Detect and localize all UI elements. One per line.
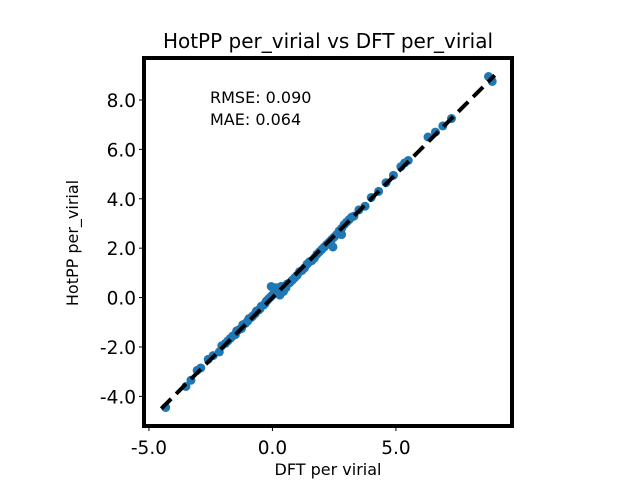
axes-frame (142, 56, 514, 428)
mae-annotation: MAE: 0.064 (210, 110, 301, 129)
x-tick-label: 5.0 (381, 438, 410, 459)
y-tick-label: 0.0 (107, 289, 136, 310)
y-tick-label: 4.0 (107, 190, 136, 211)
y-axis-ticks: -4.0 -2.0 0.0 2.0 4.0 6.0 8.0 (100, 91, 144, 408)
data-point (328, 242, 338, 252)
reference-line (159, 73, 497, 411)
data-point (337, 230, 347, 240)
y-tick-label: -2.0 (100, 338, 136, 359)
x-tick-label: -5.0 (131, 438, 167, 459)
y-tick-label: -4.0 (100, 387, 136, 408)
data-point (271, 283, 281, 293)
x-tick-label: 0.0 (258, 438, 287, 459)
y-tick-label: 2.0 (107, 239, 136, 260)
x-axis-label: DFT per virial (275, 460, 382, 479)
chart-title: HotPP per_virial vs DFT per_virial (163, 29, 493, 53)
y-axis-label: HotPP per_virial (63, 180, 83, 306)
y-tick-label: 8.0 (107, 91, 136, 112)
plot-area (159, 72, 497, 412)
y-tick-label: 6.0 (107, 140, 136, 161)
rmse-annotation: RMSE: 0.090 (210, 88, 311, 107)
x-axis-ticks: -5.0 0.0 5.0 (131, 426, 411, 459)
